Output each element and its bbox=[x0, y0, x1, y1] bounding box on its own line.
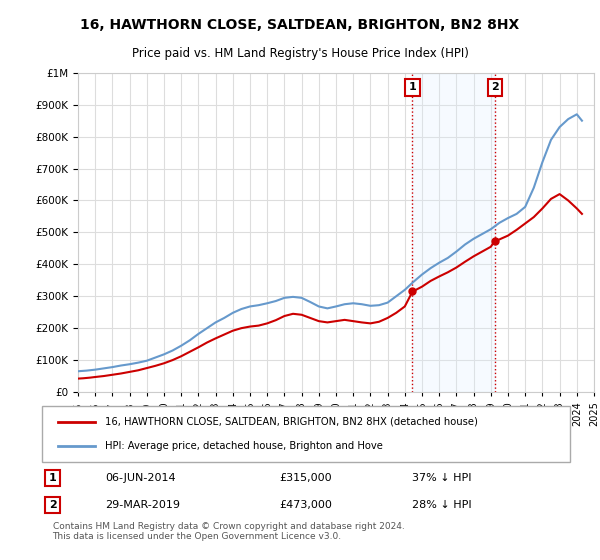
Text: 2: 2 bbox=[491, 82, 499, 92]
Text: £315,000: £315,000 bbox=[280, 473, 332, 483]
Text: 1: 1 bbox=[409, 82, 416, 92]
Text: Price paid vs. HM Land Registry's House Price Index (HPI): Price paid vs. HM Land Registry's House … bbox=[131, 48, 469, 60]
Text: 37% ↓ HPI: 37% ↓ HPI bbox=[412, 473, 471, 483]
Bar bbox=[412, 73, 495, 392]
Text: 16, HAWTHORN CLOSE, SALTDEAN, BRIGHTON, BN2 8HX (detached house): 16, HAWTHORN CLOSE, SALTDEAN, BRIGHTON, … bbox=[106, 417, 478, 427]
Text: 16, HAWTHORN CLOSE, SALTDEAN, BRIGHTON, BN2 8HX: 16, HAWTHORN CLOSE, SALTDEAN, BRIGHTON, … bbox=[80, 18, 520, 32]
Text: 1: 1 bbox=[49, 473, 56, 483]
Text: 29-MAR-2019: 29-MAR-2019 bbox=[106, 500, 181, 510]
FancyBboxPatch shape bbox=[42, 406, 570, 462]
Text: £473,000: £473,000 bbox=[280, 500, 332, 510]
Text: 28% ↓ HPI: 28% ↓ HPI bbox=[412, 500, 471, 510]
Text: 06-JUN-2014: 06-JUN-2014 bbox=[106, 473, 176, 483]
Text: HPI: Average price, detached house, Brighton and Hove: HPI: Average price, detached house, Brig… bbox=[106, 441, 383, 451]
Text: 2: 2 bbox=[49, 500, 56, 510]
Text: Contains HM Land Registry data © Crown copyright and database right 2024.
This d: Contains HM Land Registry data © Crown c… bbox=[53, 522, 404, 542]
